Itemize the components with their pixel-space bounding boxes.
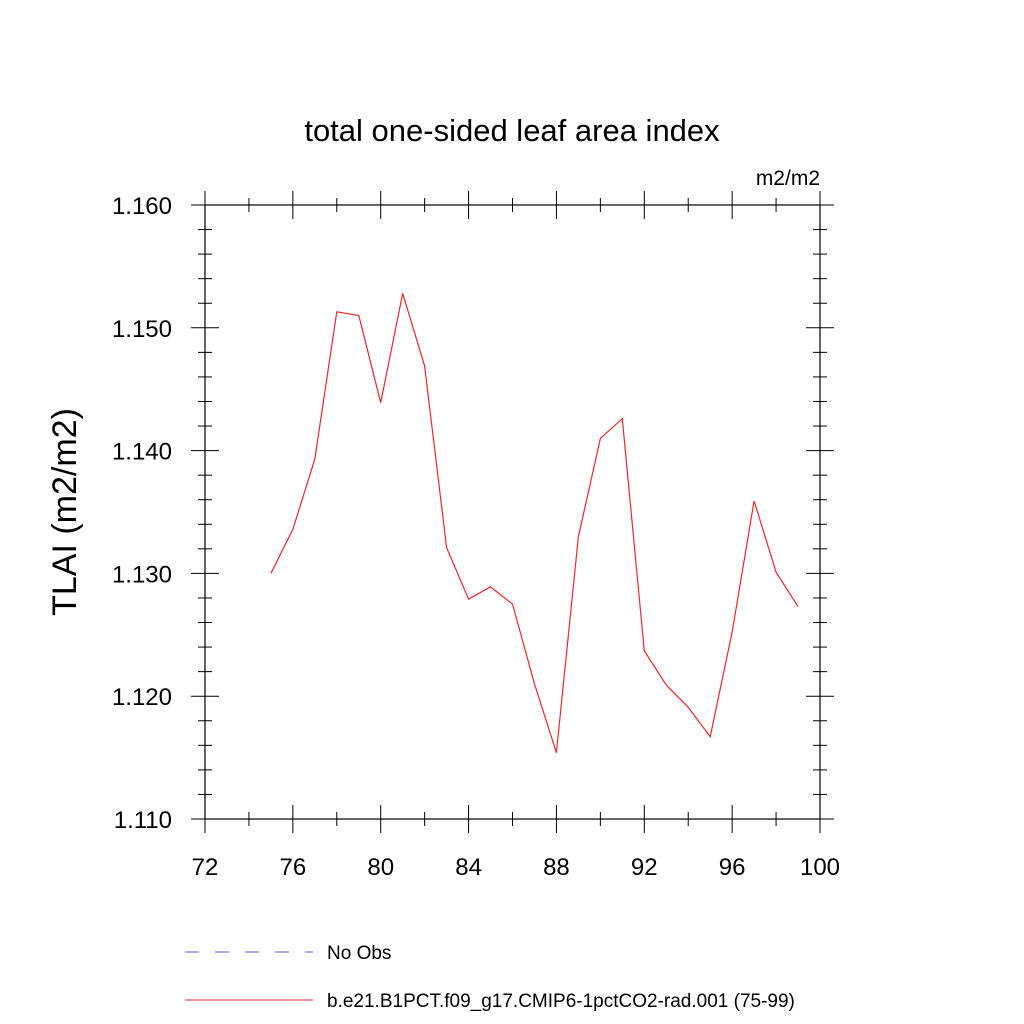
chart-title: total one-sided leaf area index: [304, 113, 720, 148]
units-label: m2/m2: [756, 167, 820, 190]
x-tick-label: 80: [367, 854, 394, 881]
plot-frame: [204, 204, 821, 820]
y-axis-label: TLAI (m2/m2): [46, 408, 84, 616]
y-tick-label: 1.140: [112, 439, 172, 466]
x-tick-label: 88: [543, 854, 570, 881]
legend-label: No Obs: [327, 943, 391, 964]
legend-label: b.e21.B1PCT.f09_g17.CMIP6-1pctCO2-rad.00…: [327, 991, 795, 1012]
x-tick-label: 72: [192, 854, 219, 881]
legend: No Obs b.e21.B1PCT.f09_g17.CMIP6-1pctCO2-…: [185, 943, 795, 1012]
series-line: [270, 293, 799, 753]
y-tick-label: 1.120: [112, 684, 172, 711]
x-tick-label: 92: [631, 854, 658, 881]
y-tick-label: 1.150: [112, 316, 172, 343]
x-tick-label: 76: [280, 854, 307, 881]
y-tick-label: 1.130: [112, 561, 172, 588]
x-tick-label: 84: [455, 854, 482, 881]
x-tick-label: 96: [719, 854, 746, 881]
axis-ticks: [191, 191, 834, 833]
series-lines: [270, 293, 799, 753]
axis-tick-labels: 72 76 80 84 88 92 96 100 1.110 1.120 1.130 1.140 1.1…: [112, 193, 840, 881]
y-tick-label: 1.160: [112, 193, 172, 220]
y-tick-label: 1.110: [114, 807, 172, 834]
x-tick-label: 100: [800, 854, 840, 881]
